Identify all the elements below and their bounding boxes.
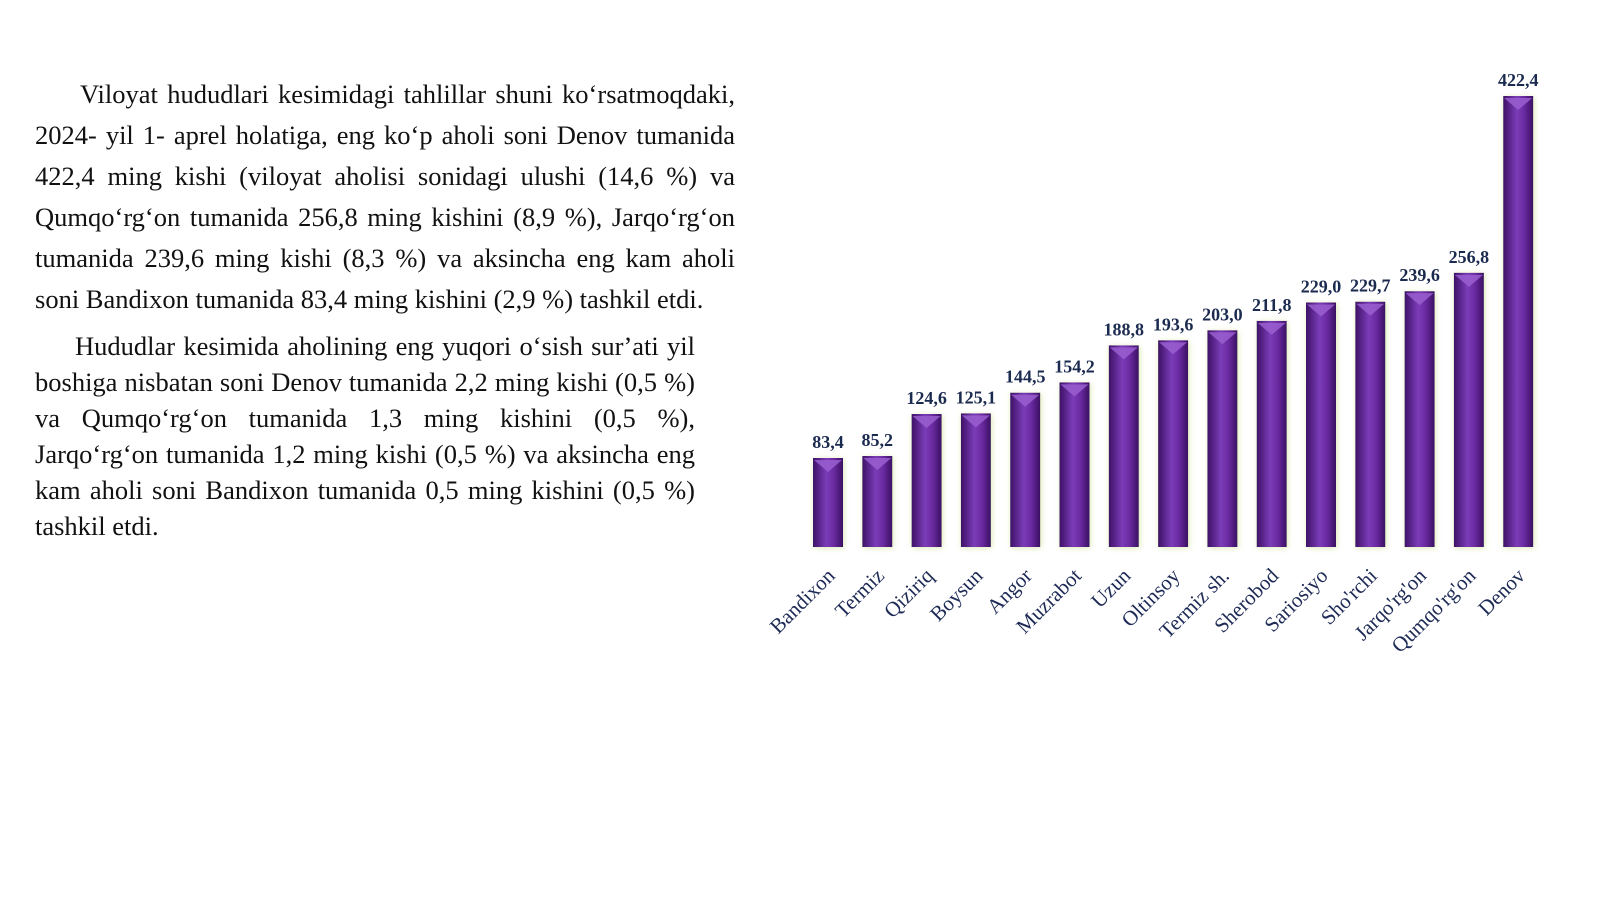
bar-value-label-10: 229,0 [1301,277,1342,297]
bar-cap-5 [1060,384,1089,397]
bar-11 [1355,301,1386,547]
bar-value-label-3: 125,1 [956,387,997,407]
bar-9 [1256,320,1287,547]
bar-5 [1059,382,1090,547]
paragraph-population-summary: Viloyat hududlari kesimidagi tahlillar s… [35,79,735,314]
bar-cap-6 [1109,347,1138,360]
bar-cap-3 [961,415,990,428]
bar-13 [1453,272,1484,547]
bar-8 [1207,330,1238,547]
population-bar-chart: 83,4 85,2 124,6 125,1 144,5 154,2 188,8 193,6 20… [760,50,1600,750]
bar-0 [813,458,843,547]
bar-value-label-5: 154,2 [1054,356,1095,376]
bar-4 [1010,392,1041,547]
bar-value-label-0: 83,4 [812,432,844,452]
bar-cap-9 [1257,322,1286,335]
bar-value-label-14: 422,4 [1498,70,1539,90]
bar-cap-14 [1504,98,1533,110]
category-label-14: Denov [1473,563,1530,620]
bar-cap-4 [1011,394,1040,407]
bar-12 [1404,291,1435,547]
bar-value-label-2: 124,6 [906,388,947,408]
category-label-0: Bandixon [765,563,840,638]
bar-value-label-8: 203,0 [1202,304,1243,324]
bar-value-label-13: 256,8 [1449,247,1490,267]
bar-value-label-9: 211,8 [1252,295,1292,315]
bar-value-label-11: 229,7 [1350,276,1391,296]
bar-3 [960,413,991,547]
bar-1 [862,456,893,547]
bar-7 [1158,340,1189,547]
bar-6 [1108,345,1139,547]
bar-cap-1 [863,458,892,471]
bar-cap-0 [814,459,842,472]
bar-value-label-12: 239,6 [1399,265,1440,285]
category-label-3: Boysun [925,563,988,626]
bar-cap-8 [1208,332,1237,345]
bar-value-label-7: 193,6 [1153,314,1194,334]
bar-cap-10 [1307,304,1335,317]
bar-cap-7 [1159,342,1188,355]
value-labels-layer: 83,4 85,2 124,6 125,1 144,5 154,2 188,8 193,6 20… [812,70,1538,452]
category-label-1: Termiz [830,564,889,623]
bar-10 [1306,302,1336,547]
bar-value-label-4: 144,5 [1005,367,1045,387]
bar-cap-11 [1356,303,1385,316]
bar-cap-13 [1454,274,1483,287]
bar-cap-12 [1405,293,1434,306]
bar-value-label-6: 188,8 [1104,319,1145,339]
category-labels-layer: BandixonTermizQiziriqBoysunAngorMuzrabot… [765,563,1530,657]
bar-cap-2 [912,415,941,428]
text-column: Viloyat hududlari kesimidagi tahlillar s… [35,74,735,544]
bar-2 [911,414,942,547]
paragraph-growth-summary: Hududlar kesimida aholining eng yuqori o… [35,331,695,541]
chart-canvas: 83,4 85,2 124,6 125,1 144,5 154,2 188,8 193,6 20… [765,70,1539,657]
bars-layer [813,96,1534,547]
bar-value-label-1: 85,2 [862,430,894,450]
bar-14 [1503,96,1534,547]
